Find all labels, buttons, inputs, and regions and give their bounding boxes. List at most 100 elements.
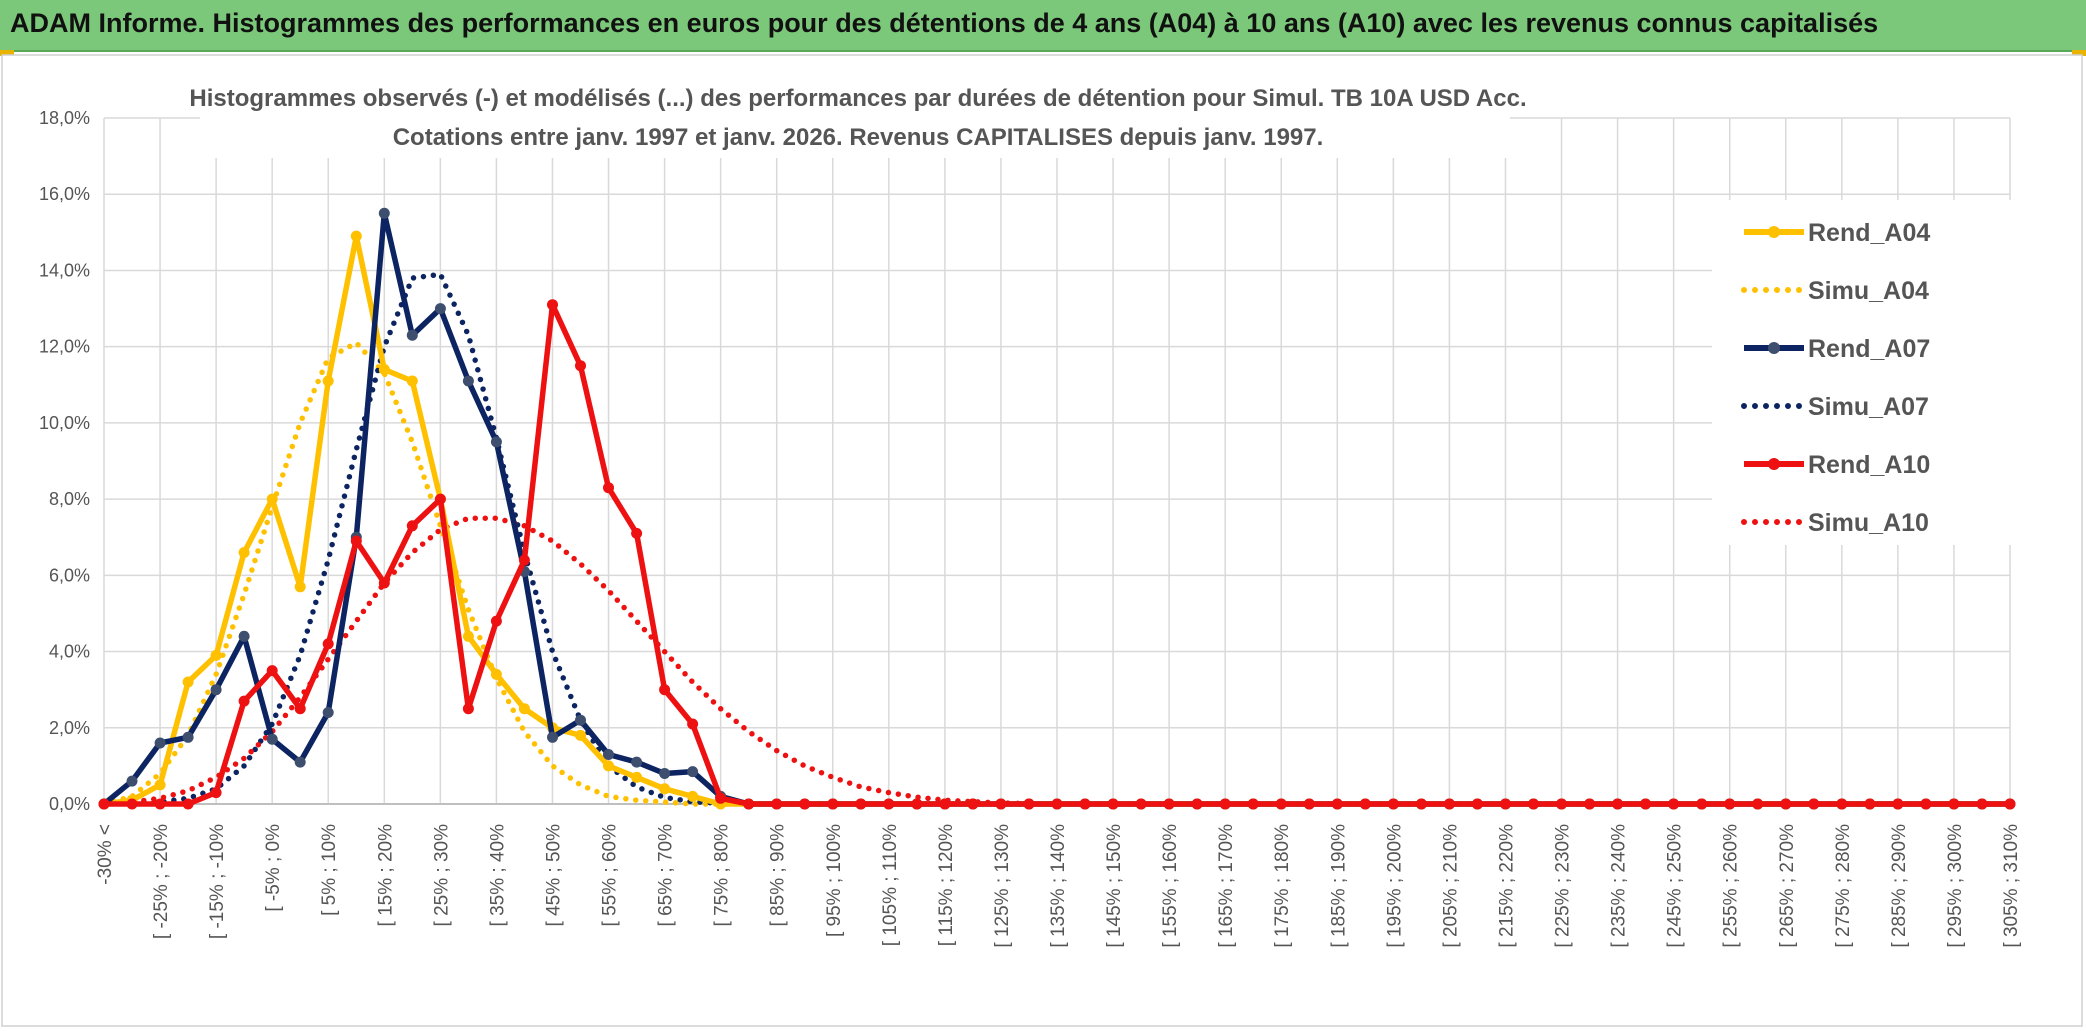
data-point-rend-a10 bbox=[1752, 798, 1764, 810]
data-point-rend-a10 bbox=[1135, 798, 1147, 810]
data-point-rend-a10 bbox=[1247, 798, 1259, 810]
data-point-rend-a04 bbox=[462, 630, 474, 642]
data-point-rend-a10 bbox=[1836, 798, 1848, 810]
chart-title-line1: Histogrammes observés (-) et modélisés (… bbox=[189, 85, 1526, 112]
data-point-rend-a10 bbox=[1079, 798, 1091, 810]
data-point-rend-a10 bbox=[1387, 798, 1399, 810]
data-point-rend-a10 bbox=[883, 798, 895, 810]
data-point-rend-a04 bbox=[294, 581, 306, 593]
data-point-rend-a10 bbox=[350, 535, 362, 547]
legend-label: Simu_A04 bbox=[1808, 277, 1929, 305]
data-point-rend-a10 bbox=[1163, 798, 1175, 810]
x-tick-label: [ 205% ; 210% bbox=[1440, 824, 1461, 948]
data-point-rend-a10 bbox=[1696, 798, 1708, 810]
data-point-rend-a10 bbox=[210, 787, 222, 799]
x-tick-label: [ -15% ; -10% bbox=[207, 824, 228, 939]
x-tick-label: [ 195% ; 200% bbox=[1384, 824, 1405, 948]
data-point-rend-a10 bbox=[631, 527, 643, 539]
data-point-rend-a07 bbox=[294, 756, 306, 768]
x-tick-label: [ 135% ; 140% bbox=[1048, 824, 1069, 948]
data-point-rend-a07 bbox=[434, 303, 446, 315]
data-point-rend-a10 bbox=[1359, 798, 1371, 810]
banner-title: ADAM Informe. Histogrammes des performan… bbox=[10, 8, 1879, 38]
legend-marker bbox=[1768, 226, 1780, 238]
y-axis-ticks: 0,0% 2,0% 4,0% 6,0% 8,0% 10,0% 12,0% 14,0% 16,0%… bbox=[39, 108, 90, 814]
x-tick-label: [ 125% ; 130% bbox=[992, 824, 1013, 948]
y-tick-label: 6,0% bbox=[49, 565, 90, 585]
data-point-rend-a10 bbox=[827, 798, 839, 810]
x-tick-label: [ 145% ; 150% bbox=[1104, 824, 1125, 948]
x-tick-label: [ 105% ; 110% bbox=[880, 824, 901, 946]
y-tick-label: 0,0% bbox=[49, 794, 90, 814]
legend-label: Rend_A10 bbox=[1808, 451, 1930, 479]
chart-title-line2: Cotations entre janv. 1997 et janv. 2026… bbox=[393, 124, 1324, 151]
data-point-rend-a07 bbox=[322, 707, 334, 718]
x-tick-label: [ 85% ; 90% bbox=[768, 824, 789, 927]
data-point-rend-a10 bbox=[1808, 798, 1820, 810]
x-tick-label: [ 285% ; 290% bbox=[1889, 824, 1910, 948]
y-tick-label: 18,0% bbox=[39, 108, 90, 128]
x-tick-label: -30% < bbox=[95, 824, 116, 885]
data-point-rend-a10 bbox=[406, 520, 418, 532]
data-point-rend-a10 bbox=[575, 360, 586, 372]
data-point-rend-a10 bbox=[518, 554, 530, 566]
data-point-rend-a07 bbox=[603, 749, 614, 760]
data-point-rend-a10 bbox=[1023, 798, 1035, 810]
data-point-rend-a10 bbox=[490, 615, 502, 627]
data-point-rend-a10 bbox=[1864, 798, 1876, 810]
legend-label: Simu_A07 bbox=[1808, 393, 1929, 421]
data-point-rend-a10 bbox=[687, 718, 699, 730]
data-point-rend-a04 bbox=[518, 703, 530, 715]
data-point-rend-a10 bbox=[1920, 798, 1932, 810]
x-tick-label: [ 75% ; 80% bbox=[712, 824, 733, 927]
data-point-rend-a10 bbox=[1275, 798, 1287, 810]
data-point-rend-a10 bbox=[1471, 798, 1483, 810]
data-point-rend-a07 bbox=[575, 714, 586, 726]
data-point-rend-a07 bbox=[182, 731, 194, 743]
data-point-rend-a10 bbox=[154, 798, 166, 810]
data-point-rend-a10 bbox=[1948, 798, 1960, 810]
data-point-rend-a04 bbox=[322, 375, 334, 387]
data-point-rend-a10 bbox=[294, 703, 306, 715]
data-point-rend-a07 bbox=[238, 630, 250, 642]
data-point-rend-a04 bbox=[659, 783, 671, 795]
data-point-rend-a10 bbox=[1584, 798, 1596, 810]
data-point-rend-a10 bbox=[1500, 798, 1511, 810]
data-point-rend-a07 bbox=[154, 737, 166, 749]
x-tick-label: [ 95% ; 100% bbox=[824, 824, 845, 937]
data-point-rend-a10 bbox=[995, 798, 1007, 810]
data-point-rend-a10 bbox=[1107, 798, 1119, 810]
series-group bbox=[98, 207, 2016, 810]
data-point-rend-a04 bbox=[490, 668, 502, 680]
legend-label: Rend_A04 bbox=[1808, 219, 1930, 247]
x-tick-label: [ 235% ; 240% bbox=[1609, 824, 1630, 948]
gridlines bbox=[103, 117, 2011, 805]
data-point-rend-a10 bbox=[1528, 798, 1539, 810]
data-point-rend-a10 bbox=[322, 638, 334, 650]
data-point-rend-a04 bbox=[631, 771, 643, 783]
data-point-rend-a04 bbox=[210, 649, 222, 661]
x-tick-label: [ 45% ; 50% bbox=[543, 824, 564, 927]
x-axis-ticks: -30% < [ -25% ; -20% [ -15% ; -10% [ -5% ; … bbox=[95, 824, 2022, 948]
corner-accent-left bbox=[0, 50, 14, 56]
data-point-rend-a07 bbox=[490, 436, 502, 448]
x-tick-label: [ 305% ; 310% bbox=[2001, 824, 2022, 948]
y-tick-label: 8,0% bbox=[49, 489, 90, 509]
y-tick-label: 10,0% bbox=[39, 413, 90, 433]
data-point-rend-a10 bbox=[1556, 798, 1567, 810]
x-tick-label: [ 25% ; 30% bbox=[431, 824, 452, 927]
data-point-rend-a10 bbox=[743, 798, 755, 810]
legend-label: Simu_A10 bbox=[1808, 509, 1929, 537]
x-tick-label: [ 15% ; 20% bbox=[375, 824, 396, 927]
data-point-rend-a10 bbox=[1640, 798, 1652, 810]
data-point-rend-a10 bbox=[1191, 798, 1203, 810]
data-point-rend-a04 bbox=[238, 547, 250, 558]
data-point-rend-a10 bbox=[1780, 798, 1792, 810]
data-point-rend-a10 bbox=[434, 493, 446, 505]
data-point-rend-a10 bbox=[1724, 798, 1736, 810]
data-point-rend-a10 bbox=[126, 798, 138, 810]
x-tick-label: [ -5% ; 0% bbox=[263, 824, 284, 912]
data-point-rend-a04 bbox=[350, 230, 362, 242]
x-tick-label: [ 255% ; 260% bbox=[1721, 824, 1742, 948]
